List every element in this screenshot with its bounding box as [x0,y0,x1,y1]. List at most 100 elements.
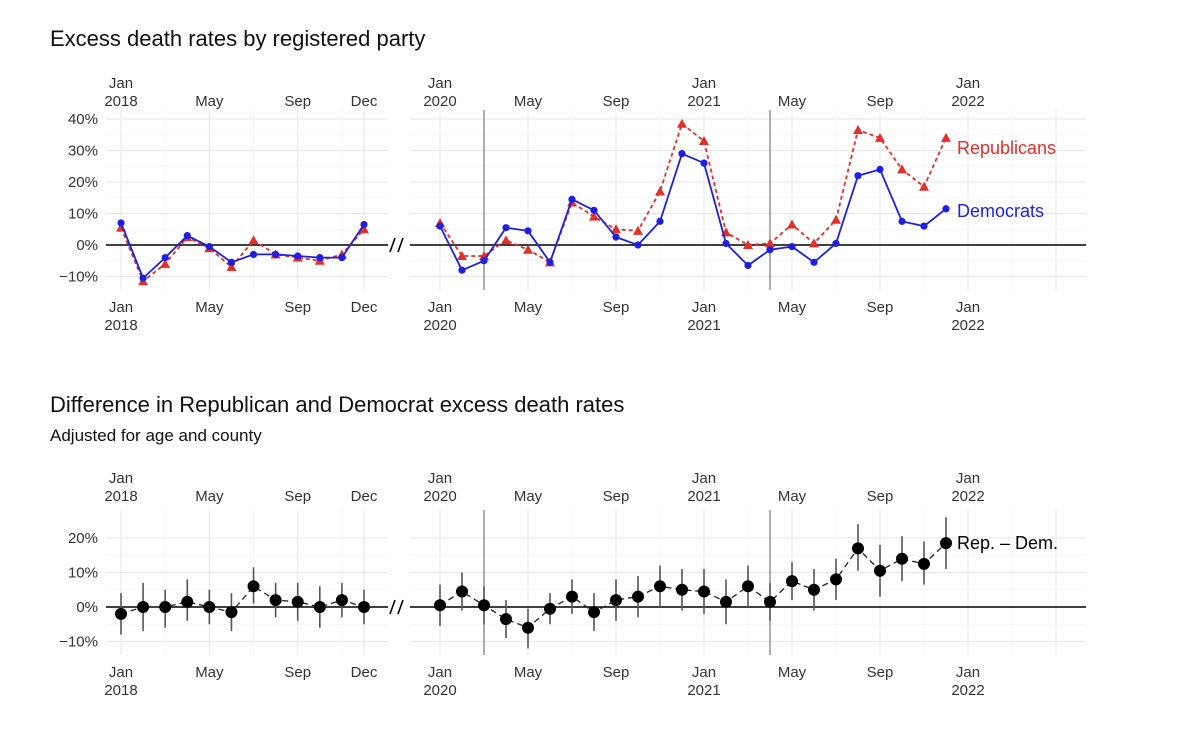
point-democrats [942,205,950,213]
point-democrats [139,274,147,282]
difference-point [852,542,864,555]
bottom-x-tick-sublabel-bottom: 2021 [687,682,720,699]
difference-point [115,607,127,620]
point-democrats [338,254,346,262]
top-x-tick-sublabel-bottom: 2021 [687,317,720,334]
difference-point [247,580,260,593]
bottom-x-tick-sublabel-top: 2018 [104,488,137,505]
difference-point [918,557,930,570]
bottom-x-tick-label-top: Dec [351,488,378,505]
top-y-tick-label: 30% [68,143,98,160]
top-y-tick-label: 10% [68,206,98,223]
bottom-x-tick-label-bottom: Jan [956,664,980,681]
difference-point [434,599,446,612]
difference-point [544,602,556,615]
top-x-tick-label-bottom: May [195,299,224,316]
difference-line [439,542,947,629]
difference-point [269,594,282,607]
point-republicans [457,251,467,261]
bottom-x-tick-label-top: May [514,488,543,505]
point-democrats [272,250,280,259]
point-republicans [787,219,797,229]
point-republicans [941,132,951,142]
bottom-x-tick-sublabel-bottom: 2018 [104,682,137,699]
bottom-y-tick-label: −10% [59,634,98,651]
bottom-x-tick-label-bottom: Jan [692,664,716,681]
point-democrats [656,217,664,225]
difference-point [940,537,952,550]
chart-subtitle-adjusted: Adjusted for age and county [50,426,262,445]
top-x-tick-sublabel-top: 2020 [423,93,456,110]
point-democrats [876,165,884,173]
point-republicans [589,211,599,221]
point-democrats [744,261,752,270]
difference-point [610,594,622,607]
difference-point [335,594,348,607]
bottom-x-tick-label-top: Sep [284,488,311,505]
top-axis-break-mark [389,237,396,253]
point-republicans [359,224,369,234]
point-republicans [743,240,753,249]
bottom-x-tick-sublabel-top: 2021 [687,488,720,505]
series-label-republicans: Republicans [957,138,1056,158]
top-x-tick-label-top: Jan [428,75,452,92]
top-x-tick-label-top: Jan [956,75,980,92]
top-x-tick-label-top: Sep [284,93,311,110]
point-republicans [919,181,929,191]
point-democrats [898,217,906,225]
top-x-tick-label-top: Sep [603,93,630,110]
difference-point [830,573,842,586]
series-label-democrats: Democrats [957,201,1044,221]
top-x-tick-sublabel-bottom: 2022 [951,317,984,334]
point-democrats [458,266,466,274]
bottom-x-tick-sublabel-top: 2022 [951,488,984,505]
difference-point [225,606,238,619]
difference-point [654,580,666,593]
point-republicans [853,125,863,135]
bottom-x-tick-label-top: Jan [956,470,980,487]
bottom-x-tick-label-bottom: Jan [109,664,133,681]
point-democrats [722,239,730,248]
bottom-x-tick-label-bottom: May [514,664,543,681]
point-democrats [161,254,169,262]
point-republicans [809,238,819,248]
difference-point [896,552,908,565]
point-democrats [854,172,862,180]
bottom-x-tick-label-top: May [778,488,807,505]
difference-point [456,585,468,598]
difference-point [720,595,732,608]
bottom-y-tick-label: 20% [68,530,98,547]
difference-point [137,601,150,613]
point-republicans [655,186,665,196]
chart-title-difference: Difference in Republican and Democrat ex… [50,392,625,417]
top-x-tick-label-bottom: Sep [867,299,894,316]
point-republicans [699,136,709,146]
top-x-tick-label-bottom: May [778,299,807,316]
point-republicans [897,164,907,174]
difference-point [313,601,326,613]
series-line-republicans [120,227,365,283]
point-democrats [249,250,258,259]
point-republicans [633,225,643,235]
difference-point [676,583,688,596]
point-democrats [788,242,796,251]
series-line-democrats [439,152,947,272]
point-democrats [316,254,324,262]
difference-point [698,585,710,598]
bottom-x-tick-sublabel-bottom: 2020 [423,682,456,699]
top-y-tick-label: 20% [68,174,98,191]
difference-point [291,595,304,608]
series-line-republicans [439,122,947,264]
point-democrats [480,257,488,265]
bottom-x-tick-label-top: Jan [692,470,716,487]
point-republicans [875,132,885,142]
top-x-tick-label-bottom: Jan [692,299,716,316]
bottom-x-tick-sublabel-top: 2020 [423,488,456,505]
point-democrats [546,258,554,266]
difference-point [742,580,754,593]
bottom-x-tick-label-bottom: Sep [867,664,894,681]
point-republicans [611,224,621,234]
top-x-tick-label-bottom: Jan [428,299,452,316]
bottom-y-tick-label: 0% [76,599,98,616]
